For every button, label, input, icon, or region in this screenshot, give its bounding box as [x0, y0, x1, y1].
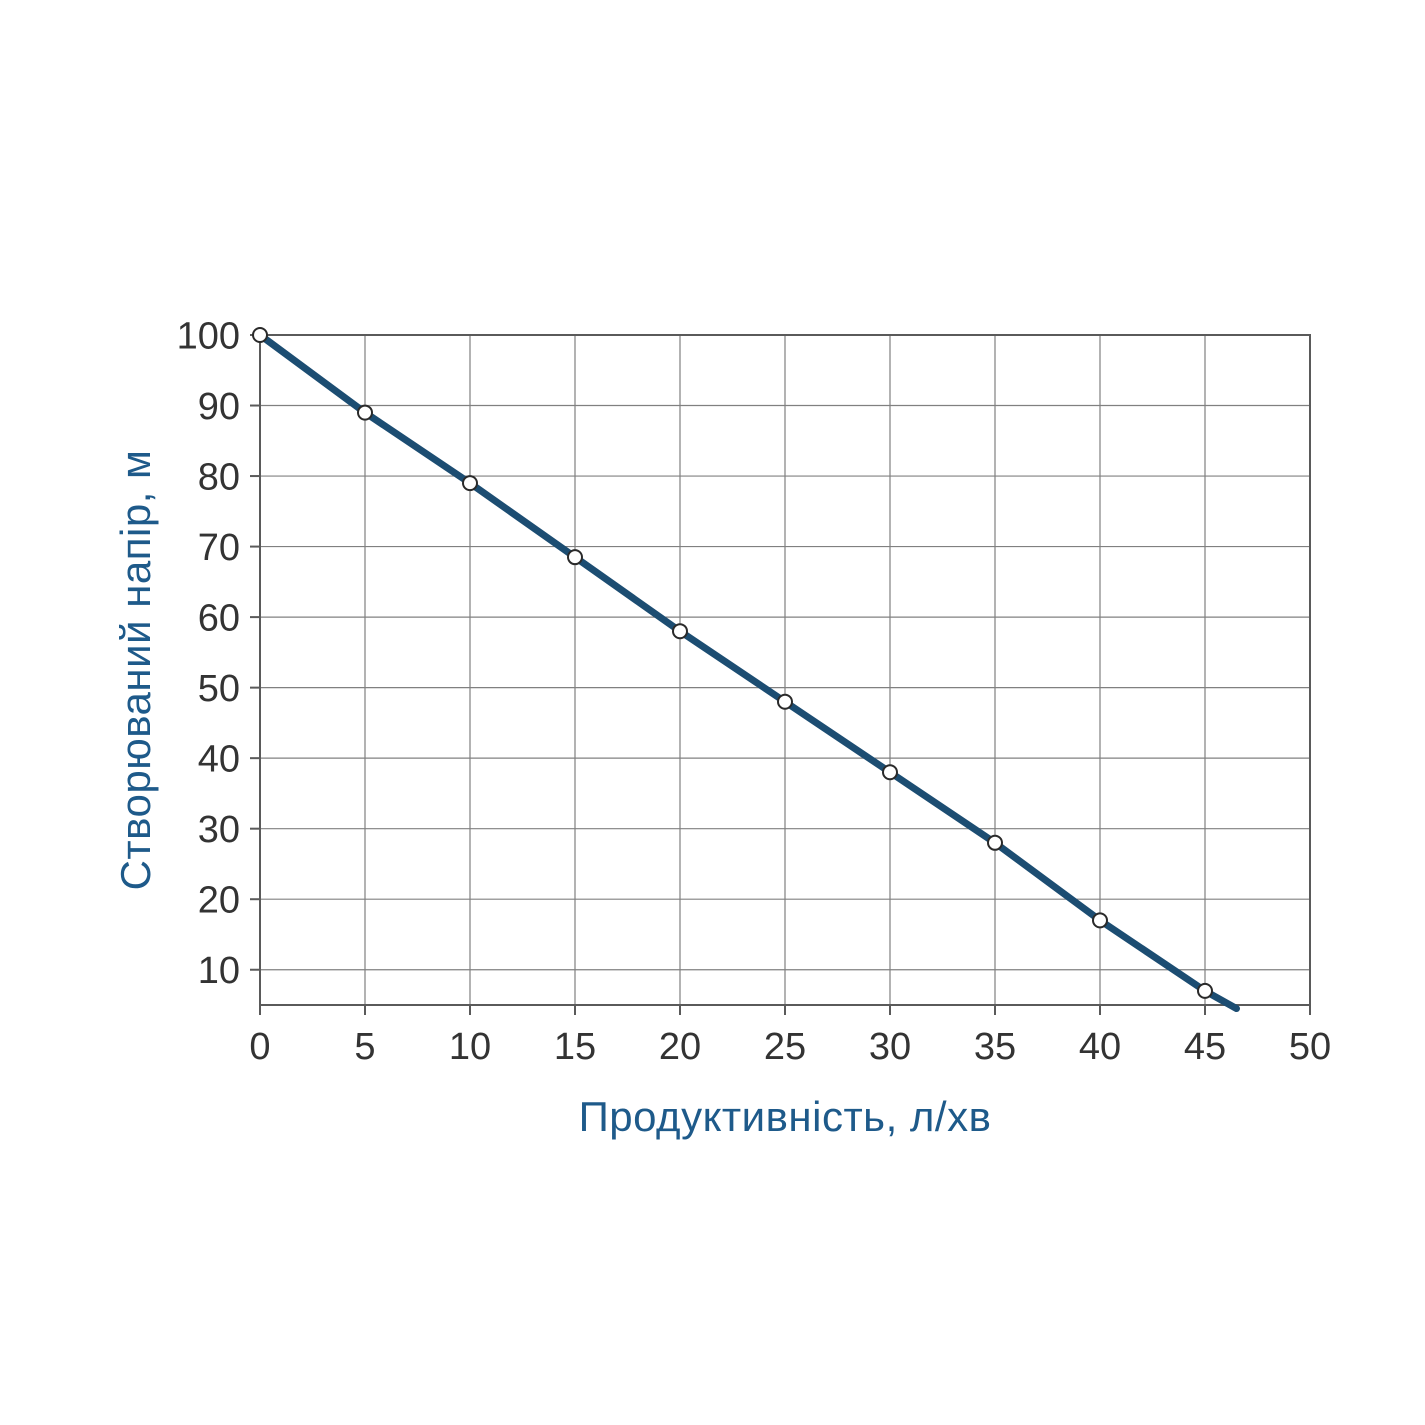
x-tick-label: 40 — [1079, 1026, 1121, 1068]
x-tick-label: 50 — [1289, 1026, 1331, 1068]
x-tick-label: 45 — [1184, 1026, 1226, 1068]
y-tick-label: 80 — [198, 456, 240, 498]
data-marker — [883, 765, 897, 779]
y-tick-label: 70 — [198, 527, 240, 569]
x-tick-label: 5 — [354, 1026, 375, 1068]
data-marker — [358, 406, 372, 420]
data-marker — [463, 476, 477, 490]
chart-background — [0, 0, 1425, 1425]
x-tick-label: 25 — [764, 1026, 806, 1068]
chart-svg: 0 5 10 15 20 25 30 35 40 45 50 10 20 30 40 50 60 70 80 90 10… — [0, 0, 1425, 1425]
pump-curve-chart: 0 5 10 15 20 25 30 35 40 45 50 10 20 30 40 50 60 70 80 90 10… — [0, 0, 1425, 1425]
data-marker — [568, 550, 582, 564]
y-tick-label: 10 — [198, 950, 240, 992]
x-tick-label: 10 — [449, 1026, 491, 1068]
x-axis-title: Продуктивність, л/хв — [579, 1093, 992, 1140]
y-tick-label: 30 — [198, 809, 240, 851]
x-tick-label: 20 — [659, 1026, 701, 1068]
y-tick-label: 60 — [198, 597, 240, 639]
y-tick-label: 90 — [198, 386, 240, 428]
y-tick-label: 50 — [198, 668, 240, 710]
data-marker — [778, 695, 792, 709]
x-tick-label: 30 — [869, 1026, 911, 1068]
y-tick-label: 100 — [177, 315, 240, 357]
data-marker — [988, 836, 1002, 850]
x-tick-label: 0 — [249, 1026, 270, 1068]
x-tick-label: 15 — [554, 1026, 596, 1068]
data-marker — [673, 624, 687, 638]
y-axis-title: Створюваний напір, м — [112, 450, 159, 891]
x-tick-label: 35 — [974, 1026, 1016, 1068]
data-marker — [253, 328, 267, 342]
y-tick-label: 20 — [198, 880, 240, 922]
data-marker — [1093, 913, 1107, 927]
y-tick-label: 40 — [198, 738, 240, 780]
data-marker — [1198, 984, 1212, 998]
